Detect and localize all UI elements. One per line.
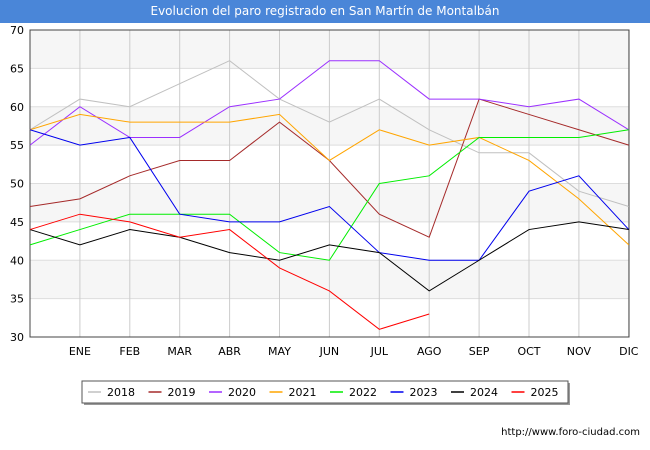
legend-label-2022: 2022 [349, 386, 377, 399]
legend-label-2023: 2023 [410, 386, 438, 399]
x-tick-label: SEP [469, 345, 490, 358]
legend-label-2018: 2018 [107, 386, 135, 399]
series-line-2025 [29, 213, 430, 330]
series-line-2024 [29, 221, 629, 292]
x-tick-label: DIC [619, 345, 639, 358]
plot-frame [29, 29, 630, 338]
series-lines [29, 60, 630, 330]
x-tick-label: OCT [517, 345, 540, 358]
y-tick-label: 65 [10, 62, 24, 75]
y-tick-label: 50 [10, 178, 24, 191]
y-tick-label: 40 [10, 254, 24, 267]
chart-title: Evolucion del paro registrado en San Mar… [0, 0, 650, 23]
y-tick-labels: 30 35 40 45 50 55 60 65 70 [10, 24, 24, 344]
legend-label-2021: 2021 [289, 386, 317, 399]
series-line-2018 [29, 60, 629, 208]
x-tick-label: FEB [119, 345, 140, 358]
x-tick-labels: ENE FEB MAR ABR MAY JUN JUL AGO SEP OCT NOV DIC [69, 345, 639, 358]
legend-box [81, 380, 569, 404]
x-tick-label: AGO [417, 345, 442, 358]
x-tick-label: ABR [218, 345, 241, 358]
legend-label-2019: 2019 [168, 386, 196, 399]
series-line-2022 [29, 129, 629, 261]
x-tick-label: JUL [370, 345, 389, 358]
y-tick-label: 35 [10, 293, 24, 306]
y-tick-label: 45 [10, 216, 24, 229]
y-tick-label: 30 [10, 331, 24, 344]
legend-label-2020: 2020 [228, 386, 256, 399]
x-tick-label: MAY [268, 345, 291, 358]
x-tick-label: MAR [167, 345, 192, 358]
legend: 2018 2019 2020 2021 2022 2023 2024 2025 [81, 380, 570, 405]
y-tick-label: 60 [10, 101, 24, 114]
series-line-2023 [29, 129, 630, 261]
x-tick-label: ENE [69, 345, 91, 358]
legend-label-2025: 2025 [531, 386, 559, 399]
y-tick-label: 70 [10, 24, 24, 37]
y-tick-label: 55 [10, 139, 24, 152]
legend-label-2024: 2024 [470, 386, 498, 399]
source-link[interactable]: http://www.foro-ciudad.com [501, 427, 640, 438]
x-tick-label: NOV [567, 345, 592, 358]
x-tick-label: JUN [319, 345, 340, 358]
series-line-2021 [29, 113, 630, 246]
